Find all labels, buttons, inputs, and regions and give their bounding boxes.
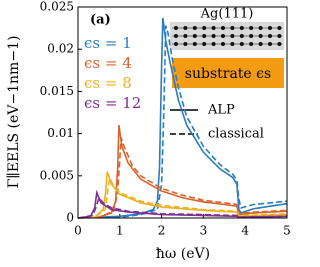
atom xyxy=(183,26,188,30)
atom xyxy=(192,34,197,38)
legend-style-label: ALP xyxy=(207,103,235,118)
atom xyxy=(268,34,272,38)
atom xyxy=(277,34,282,38)
x-axis-label: ħω (eV) xyxy=(156,246,210,262)
series-line xyxy=(77,137,288,219)
series-line xyxy=(77,196,288,219)
series-line xyxy=(77,125,288,219)
atom xyxy=(221,34,225,38)
atom xyxy=(202,42,207,46)
x-tick-label: 2 xyxy=(158,224,166,238)
y-tick-label: 0.015 xyxy=(40,84,74,98)
x-tick-label: 1 xyxy=(116,224,124,238)
atom xyxy=(258,34,263,38)
x-tick-label: 3 xyxy=(200,224,208,238)
substrate-box xyxy=(172,58,284,88)
atom xyxy=(249,26,254,30)
atom xyxy=(183,42,188,46)
atom xyxy=(239,34,244,38)
atom xyxy=(211,34,216,38)
atom xyxy=(268,26,272,30)
atom xyxy=(211,26,216,30)
atom xyxy=(239,42,244,46)
series-line xyxy=(77,17,288,219)
y-tick-label: 0.005 xyxy=(40,168,74,182)
atom xyxy=(174,34,178,38)
legend-label: ϵs = 8 xyxy=(84,74,132,92)
x-tick-label: 0 xyxy=(74,224,82,238)
legend-label: ϵs = 1 xyxy=(84,34,132,52)
legend-style-label: classical xyxy=(208,127,264,142)
x-tick-label: 5 xyxy=(283,224,291,238)
inset-top-label: Ag(111) xyxy=(200,7,254,22)
y-tick-label: 0.02 xyxy=(47,42,74,56)
legend-label: ϵs = 4 xyxy=(84,54,132,72)
atom xyxy=(277,42,282,46)
chart: Ag(111) substrate ϵs ALP classical (a) ħ… xyxy=(6,0,291,262)
atom xyxy=(174,42,178,46)
legend-label: ϵs = 12 xyxy=(84,94,141,112)
plot-frame xyxy=(77,6,288,219)
atom xyxy=(258,26,263,30)
atom xyxy=(230,26,235,30)
atom xyxy=(221,42,225,46)
atom xyxy=(258,42,263,46)
atom xyxy=(230,34,235,38)
atom xyxy=(268,42,272,46)
atom xyxy=(192,42,197,46)
atom xyxy=(249,42,254,46)
atom xyxy=(277,26,282,30)
inset-substrate-label: substrate ϵs xyxy=(185,66,271,82)
atom xyxy=(192,26,197,30)
atom xyxy=(202,26,207,30)
atom xyxy=(211,42,216,46)
atom xyxy=(174,26,178,30)
y-axis-label: Γ∥EELS (eV−1nm−1) xyxy=(6,36,22,189)
series-line xyxy=(77,175,288,219)
atom xyxy=(183,34,188,38)
y-tick-label: 0.025 xyxy=(40,0,74,14)
atom xyxy=(230,42,235,46)
atom xyxy=(249,34,254,38)
atom xyxy=(202,34,207,38)
atom xyxy=(239,26,244,30)
y-tick-label: 0 xyxy=(66,211,74,225)
atom xyxy=(221,26,225,30)
y-tick-label: 0.01 xyxy=(47,126,74,140)
inset: Ag(111) substrate ϵs ALP classical xyxy=(170,7,284,142)
x-tick-label: 4 xyxy=(241,224,249,238)
panel-label: (a) xyxy=(90,13,111,28)
